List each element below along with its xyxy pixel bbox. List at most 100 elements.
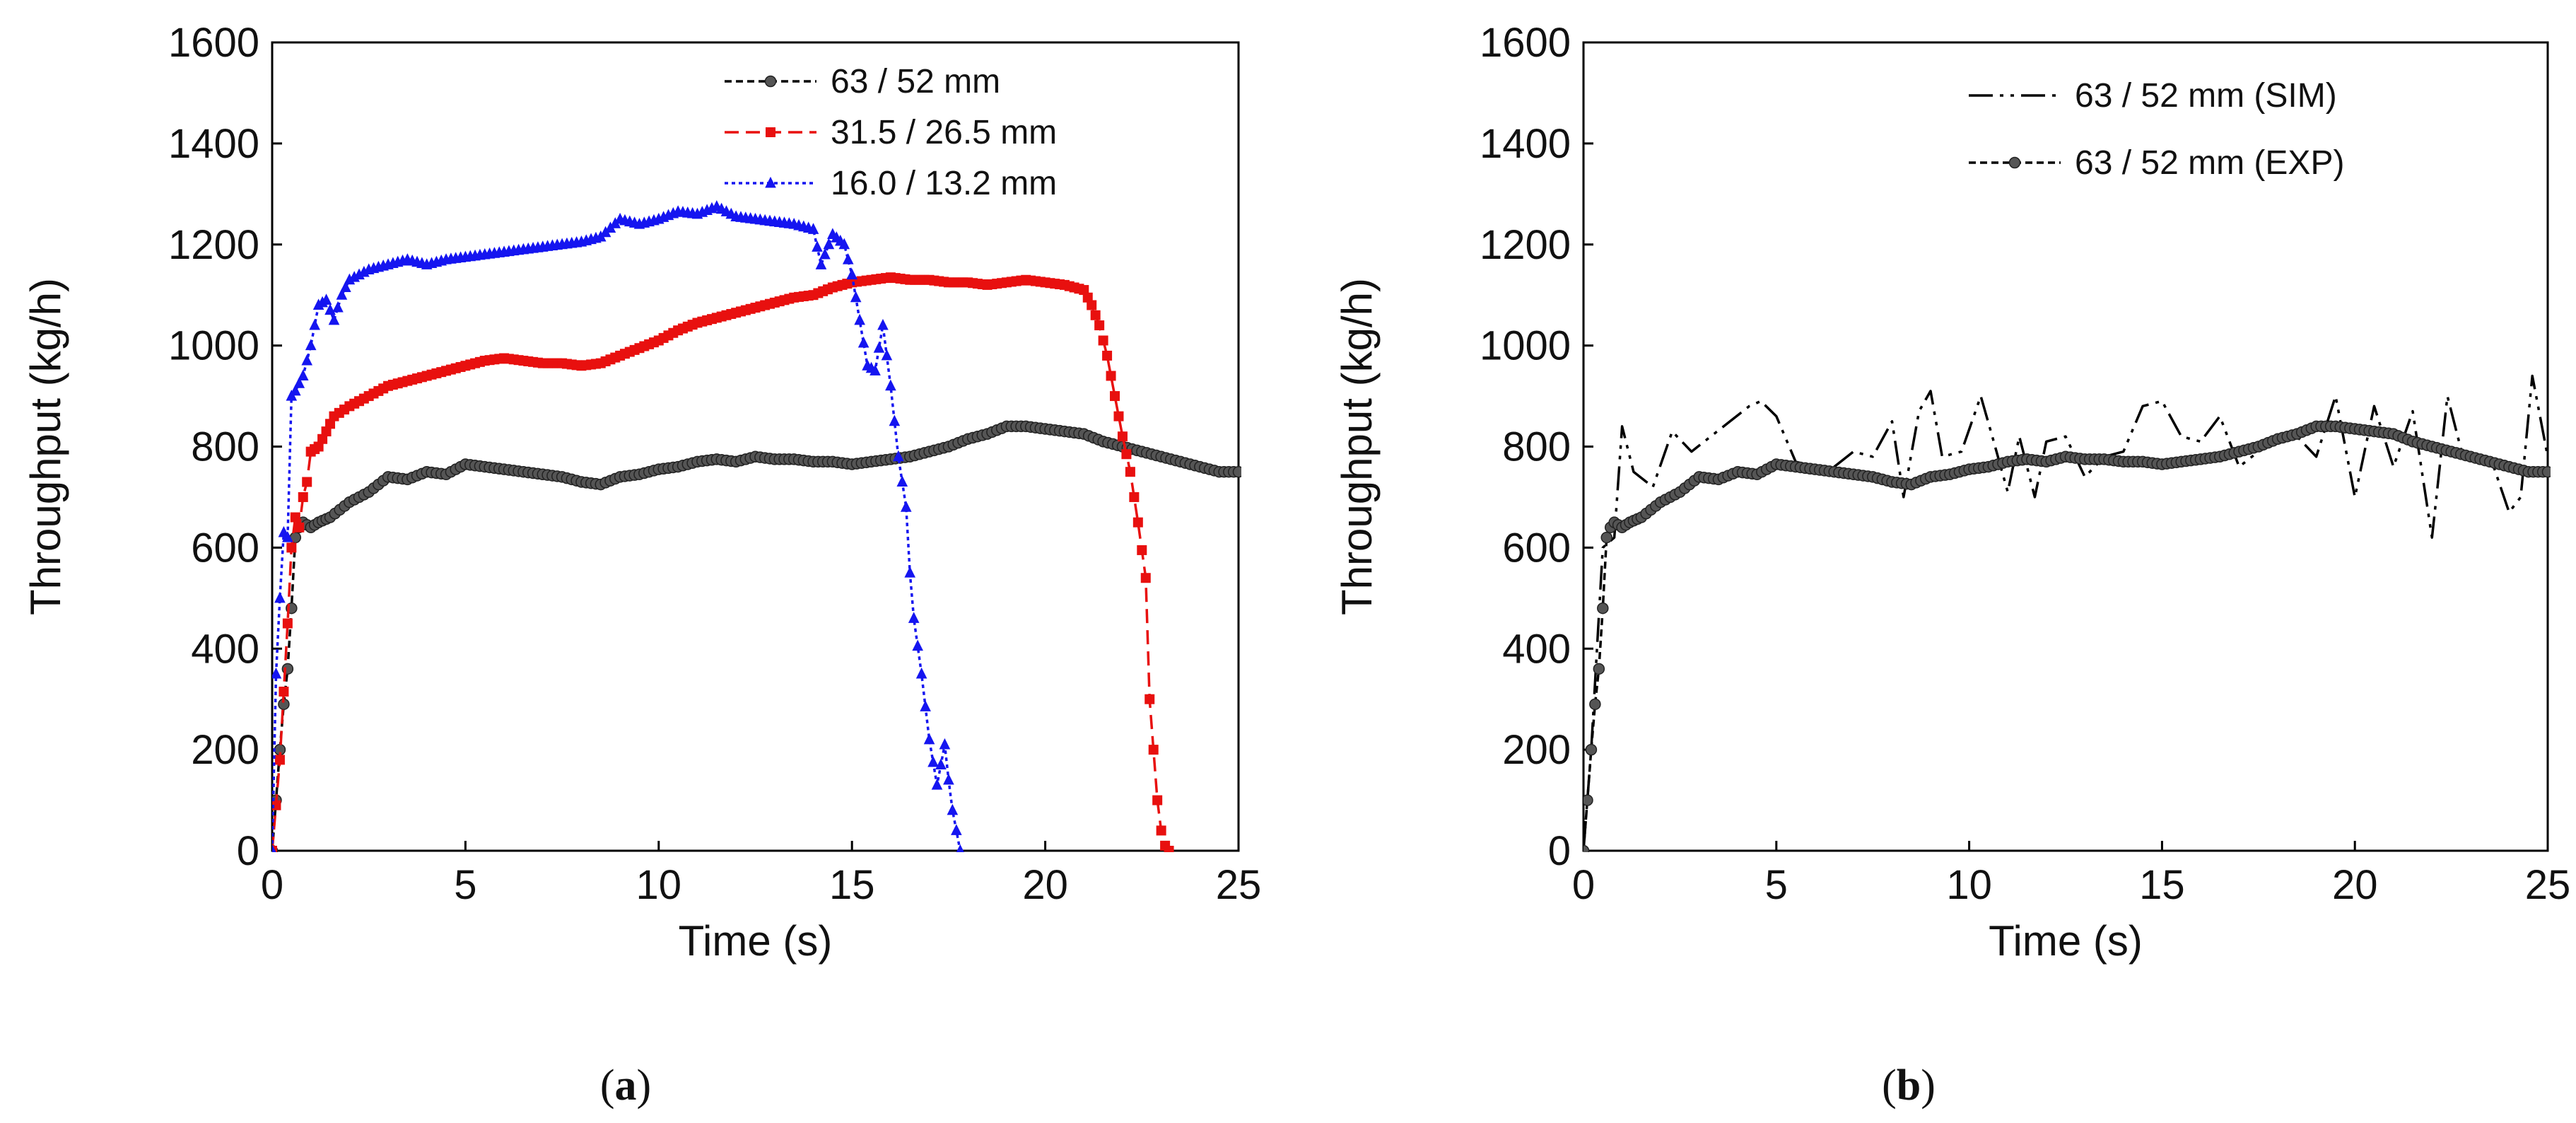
panel-a-series-2-point bbox=[320, 293, 332, 305]
panel-b-ytick-label: 400 bbox=[1502, 626, 1571, 672]
panel-a-series-2-point bbox=[889, 414, 901, 426]
panel-a-ytick-label: 0 bbox=[237, 828, 259, 874]
panel-b-ytick-label: 1400 bbox=[1480, 121, 1571, 167]
panel-b-ytick-label: 800 bbox=[1502, 424, 1571, 470]
panel-a-series-2-point bbox=[873, 342, 885, 353]
panel-b-series-1-point bbox=[1589, 698, 1601, 711]
panel-a-series-2-point bbox=[915, 667, 927, 679]
panel-a-series-2-point bbox=[912, 639, 923, 651]
panel-a-xtick-label: 25 bbox=[1216, 862, 1262, 908]
panel-a-series-1-point bbox=[1132, 517, 1143, 528]
panel-a-ytick-label: 1400 bbox=[168, 121, 259, 167]
panel-a-series-1-point bbox=[1110, 391, 1120, 402]
panel-b-caption: (b) bbox=[1882, 1061, 1936, 1110]
panel-a-series-2-point bbox=[850, 291, 862, 303]
panel-a-series-2-point bbox=[857, 336, 870, 348]
panel-a-series-2-point bbox=[274, 591, 286, 603]
panel-a-series-2-point bbox=[272, 667, 282, 679]
panel-a-series-1-point bbox=[1152, 795, 1163, 805]
panel-a-series-1-point bbox=[1121, 449, 1132, 460]
panel-b-ytick-label: 600 bbox=[1502, 525, 1571, 571]
panel-a-series-2-point bbox=[943, 773, 954, 785]
panel-a-series-2-point bbox=[301, 354, 313, 366]
panel-a: (a) 0 200 400 600 800 1000 1200 1400 1600 0 5 10 15 2… bbox=[22, 20, 1261, 1110]
panel-b-legend-label-0: 63 / 52 mm (SIM) bbox=[2075, 77, 2337, 115]
panel-b-xlabel: Time (s) bbox=[1989, 917, 2143, 965]
panel-a-series-1-point bbox=[282, 618, 293, 629]
panel-a-series-1-point bbox=[1164, 846, 1174, 852]
panel-a-series-1-point bbox=[1098, 335, 1108, 346]
panel-a-xtick-label: 10 bbox=[636, 862, 682, 908]
panel-a-series-2-point bbox=[920, 700, 931, 711]
panel-a-series-1-point bbox=[1087, 300, 1097, 310]
panel-a-series-1-point bbox=[1148, 745, 1159, 755]
panel-a-series-2-point bbox=[947, 803, 959, 815]
panel-a-series-1-point bbox=[290, 512, 300, 523]
panel-a-series-2-point bbox=[819, 248, 831, 260]
panel-a-series-2-point bbox=[289, 384, 301, 396]
panel-a-series-1-point bbox=[302, 477, 312, 487]
panel-a-series-2-point bbox=[956, 844, 964, 852]
panel-a-series-2-point bbox=[939, 738, 951, 750]
panel-a-series-2-point bbox=[297, 369, 309, 380]
panel-a-series-2-point bbox=[846, 268, 858, 280]
panel-a-series-1-point bbox=[1137, 545, 1147, 555]
panel-b-legend: 63 / 52 mm (SIM) 63 / 52 mm (EXP) bbox=[1969, 77, 2344, 182]
panel-a-series-1-point bbox=[1106, 371, 1116, 381]
panel-a-series-2-point bbox=[885, 379, 896, 391]
panel-b-ylabel: Throughput (kg/h) bbox=[1333, 278, 1381, 615]
panel-a-series-2-point bbox=[812, 240, 823, 252]
panel-b-legend-label-1: 63 / 52 mm (EXP) bbox=[2075, 144, 2344, 182]
panel-b-series-0-line bbox=[1583, 374, 2549, 851]
panel-a-series-2-point bbox=[815, 258, 827, 269]
panel-a-xtick-label: 15 bbox=[829, 862, 875, 908]
panel-b-ytick-label: 200 bbox=[1502, 727, 1571, 773]
panel-a-series-2-point bbox=[870, 364, 881, 376]
panel-b-xtick-label: 15 bbox=[2139, 862, 2185, 908]
panel-a-series-1-point bbox=[274, 755, 285, 765]
panel-a-series-1-point bbox=[1144, 694, 1155, 704]
panel-a-series-2-point bbox=[282, 530, 293, 542]
panel-b-series-1-line bbox=[1583, 425, 2548, 851]
panel-b-xtick-label: 25 bbox=[2525, 862, 2571, 908]
panel-a-ytick-label: 200 bbox=[191, 727, 259, 773]
panel-a-series-1-point bbox=[279, 686, 289, 697]
panel-a-series-2-point bbox=[896, 475, 908, 487]
panel-b-series-1-point bbox=[2541, 465, 2551, 478]
panel-a-ylabel: Throughput (kg/h) bbox=[22, 278, 69, 615]
panel-a-caption: (a) bbox=[600, 1061, 651, 1110]
panel-a-series-2-point bbox=[842, 253, 854, 264]
panel-a-series-1-line bbox=[272, 276, 1170, 852]
panel-b-series-1-point bbox=[1583, 844, 1590, 852]
panel-a-series-2-point bbox=[877, 318, 889, 330]
panel-a-series-2-point bbox=[935, 758, 947, 770]
panel-a-series-2-point bbox=[272, 844, 276, 852]
panel-a-series-1-point bbox=[1129, 491, 1140, 502]
panel-a-series-1-point bbox=[1094, 320, 1105, 331]
panel-a-legend-marker-2 bbox=[765, 176, 776, 188]
panel-a-legend-label-2: 16.0 / 13.2 mm bbox=[831, 165, 1057, 202]
panel-b-series-1-point bbox=[1583, 794, 1593, 806]
panel-a-ytick-label: 1600 bbox=[168, 20, 259, 66]
panel-a-series-2-point bbox=[881, 349, 893, 361]
panel-a-series-2-point bbox=[305, 339, 317, 351]
panel-b-xtick-label: 0 bbox=[1572, 862, 1595, 908]
panel-b-series-1-point bbox=[1593, 663, 1605, 675]
panel-a-xtick-label: 20 bbox=[1022, 862, 1068, 908]
panel-a-series-2-point bbox=[807, 223, 819, 234]
panel-a-legend-label-1: 31.5 / 26.5 mm bbox=[831, 114, 1057, 151]
panel-b-series-1-point bbox=[1600, 531, 1612, 544]
panel-b-ytick-label: 1000 bbox=[1480, 323, 1571, 369]
panel-a-series-2-point bbox=[854, 313, 865, 325]
panel-a-series-1-point bbox=[1117, 431, 1128, 442]
panel-b-plot-area bbox=[1583, 374, 2551, 852]
panel-a-series-1-point bbox=[272, 800, 281, 810]
panel-b-legend-marker-1 bbox=[2008, 156, 2021, 169]
panel-a-series-2-line bbox=[272, 205, 962, 851]
panel-a-xtick-label: 5 bbox=[454, 862, 476, 908]
panel-a-legend-marker-0 bbox=[764, 75, 777, 88]
panel-b-plot-frame bbox=[1582, 41, 2549, 852]
panel-a-series-0-point bbox=[1232, 465, 1241, 478]
panel-a-series-0 bbox=[272, 420, 1241, 852]
